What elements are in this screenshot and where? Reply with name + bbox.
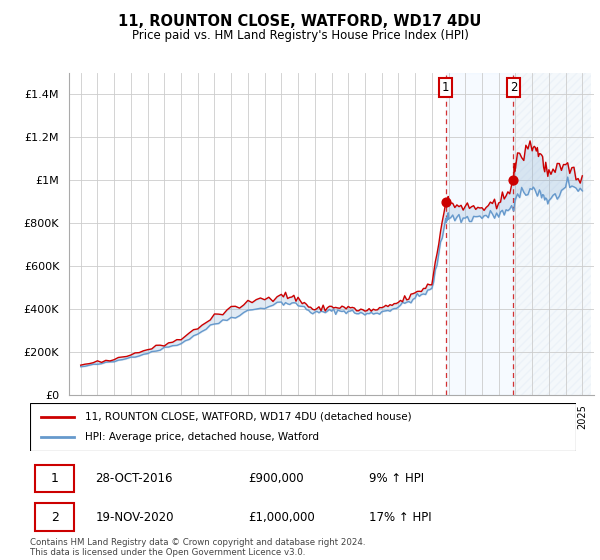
Text: 2: 2 [50, 511, 59, 524]
Text: 28-OCT-2016: 28-OCT-2016 [95, 472, 173, 485]
Text: 11, ROUNTON CLOSE, WATFORD, WD17 4DU: 11, ROUNTON CLOSE, WATFORD, WD17 4DU [118, 14, 482, 29]
Text: 11, ROUNTON CLOSE, WATFORD, WD17 4DU (detached house): 11, ROUNTON CLOSE, WATFORD, WD17 4DU (de… [85, 412, 411, 422]
Text: Price paid vs. HM Land Registry's House Price Index (HPI): Price paid vs. HM Land Registry's House … [131, 29, 469, 42]
Bar [446, 73, 514, 395]
Text: Contains HM Land Registry data © Crown copyright and database right 2024.
This d: Contains HM Land Registry data © Crown c… [30, 538, 365, 557]
Point [509, 176, 518, 185]
Text: HPI: Average price, detached house, Watford: HPI: Average price, detached house, Watf… [85, 432, 319, 442]
Text: 19-NOV-2020: 19-NOV-2020 [95, 511, 174, 524]
Text: 1: 1 [442, 81, 449, 94]
Text: 17% ↑ HPI: 17% ↑ HPI [368, 511, 431, 524]
Text: 2: 2 [509, 81, 517, 94]
Bar [514, 73, 590, 395]
Point [441, 197, 451, 206]
Text: 9% ↑ HPI: 9% ↑ HPI [368, 472, 424, 485]
FancyBboxPatch shape [30, 403, 576, 451]
FancyBboxPatch shape [35, 503, 74, 531]
Text: £1,000,000: £1,000,000 [248, 511, 315, 524]
FancyBboxPatch shape [35, 465, 74, 492]
Text: 1: 1 [50, 472, 59, 485]
Text: £900,000: £900,000 [248, 472, 304, 485]
